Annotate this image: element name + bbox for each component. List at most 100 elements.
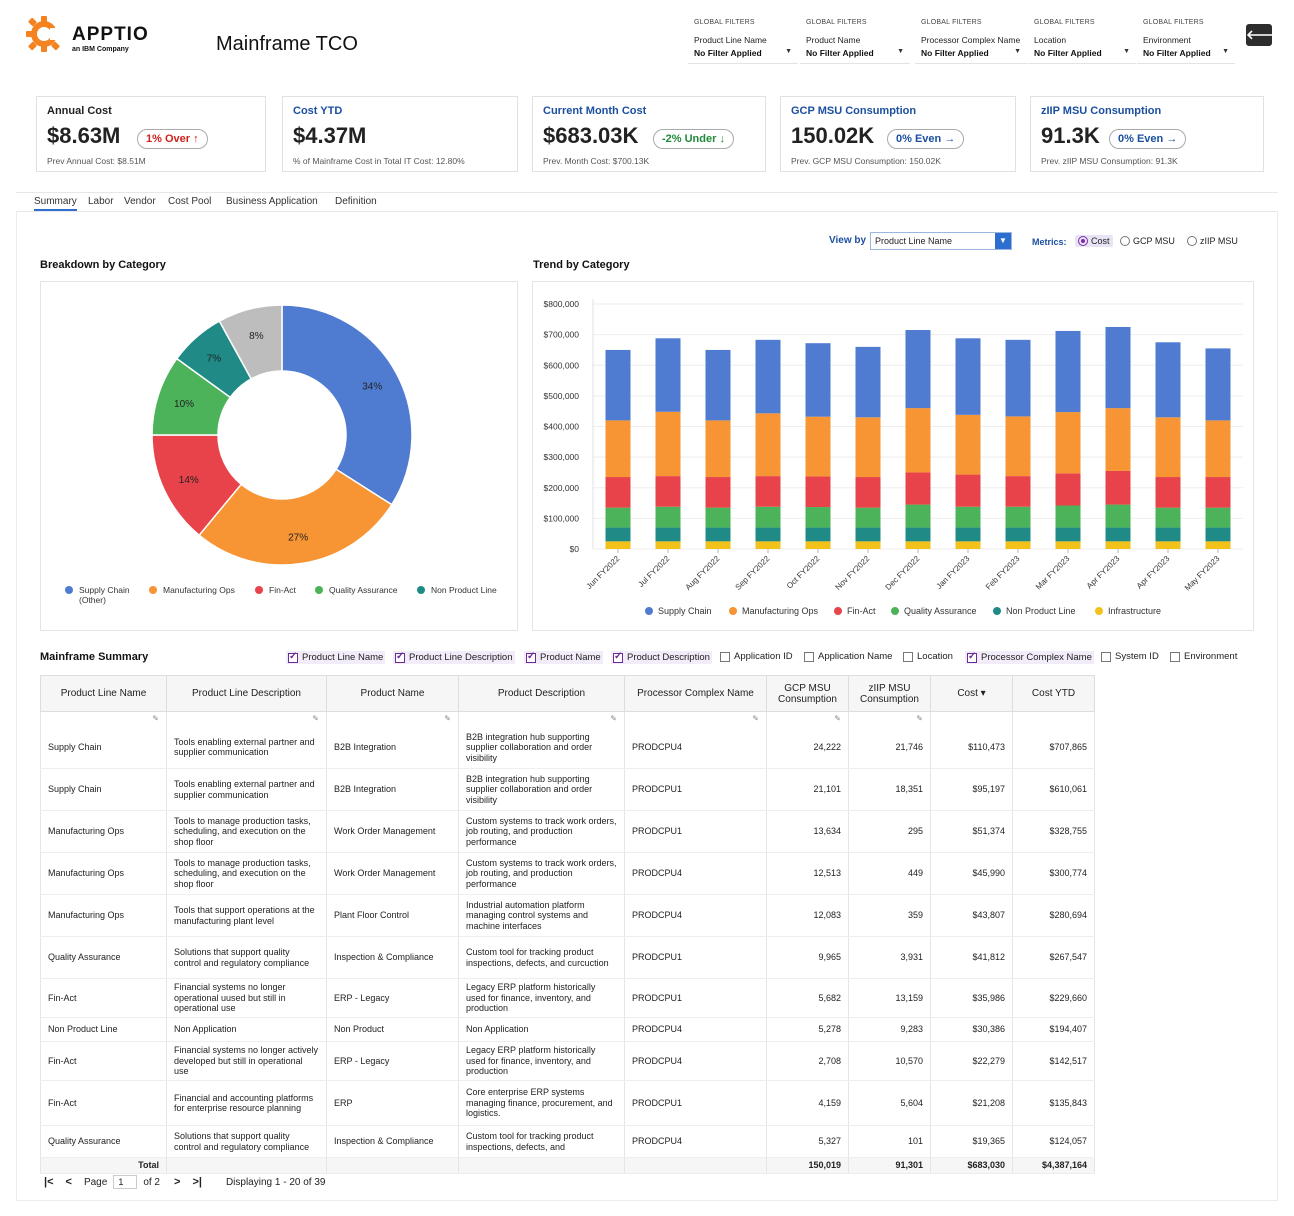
bar-segment[interactable]: [605, 527, 631, 542]
global-filter-environment[interactable]: GLOBAL FILTERS Environment No Filter App…: [1137, 14, 1235, 64]
bar-segment[interactable]: [755, 339, 781, 414]
bar-segment[interactable]: [655, 506, 681, 528]
bar-segment[interactable]: [1105, 541, 1131, 549]
bar-segment[interactable]: [755, 541, 781, 549]
bar-segment[interactable]: [755, 476, 781, 507]
bar-segment[interactable]: [1005, 476, 1031, 507]
bar-segment[interactable]: [805, 541, 831, 549]
column-toggle-checkbox[interactable]: Location: [903, 651, 953, 662]
bar-segment[interactable]: [705, 420, 731, 478]
bar-segment[interactable]: [1005, 416, 1031, 477]
column-filter-icon[interactable]: ✎: [766, 711, 849, 727]
bar-segment[interactable]: [755, 527, 781, 542]
bar-segment[interactable]: [955, 506, 981, 528]
bar-segment[interactable]: [605, 420, 631, 478]
bar-segment[interactable]: [855, 541, 881, 549]
column-toggle-checkbox[interactable]: Application ID: [720, 651, 793, 662]
global-filter-product-line[interactable]: GLOBAL FILTERS Product Line Name No Filt…: [688, 14, 798, 64]
bar-segment[interactable]: [955, 541, 981, 549]
table-row[interactable]: Fin-Act Financial systems no longer opera…: [40, 978, 1095, 1018]
prev-page-icon[interactable]: <: [65, 1176, 72, 1188]
bar-segment[interactable]: [1055, 412, 1081, 474]
column-header[interactable]: Product Name: [326, 675, 459, 712]
bar-segment[interactable]: [1205, 541, 1231, 549]
column-toggle-checkbox[interactable]: Product Line Description: [393, 651, 515, 664]
bar-segment[interactable]: [705, 477, 731, 508]
donut-slice[interactable]: [198, 468, 393, 566]
metric-radio-gcp-msu[interactable]: GCP MSU: [1120, 236, 1175, 246]
bar-segment[interactable]: [805, 416, 831, 477]
bar-segment[interactable]: [605, 349, 631, 421]
bar-segment[interactable]: [1155, 417, 1181, 478]
column-filter-icon[interactable]: ✎: [326, 711, 459, 727]
column-header[interactable]: GCP MSU Consumption: [766, 675, 849, 712]
column-toggle-checkbox[interactable]: Product Description: [611, 651, 712, 664]
bar-segment[interactable]: [1055, 527, 1081, 542]
table-row[interactable]: Manufacturing Ops Tools to manage product…: [40, 852, 1095, 895]
table-row[interactable]: Fin-Act Financial systems no longer activ…: [40, 1041, 1095, 1081]
bar-segment[interactable]: [805, 343, 831, 417]
bar-segment[interactable]: [1005, 339, 1031, 417]
bar-segment[interactable]: [805, 507, 831, 528]
table-row[interactable]: Supply Chain Tools enabling external part…: [40, 726, 1095, 769]
bar-segment[interactable]: [805, 476, 831, 508]
bar-segment[interactable]: [1055, 541, 1081, 549]
bar-segment[interactable]: [905, 472, 931, 505]
donut-slice[interactable]: [281, 304, 413, 506]
column-header[interactable]: Cost YTD: [1012, 675, 1095, 712]
bar-segment[interactable]: [1105, 504, 1131, 528]
bar-segment[interactable]: [705, 349, 731, 421]
bar-segment[interactable]: [905, 504, 931, 528]
column-toggle-checkbox[interactable]: Processor Complex Name: [965, 651, 1094, 664]
bar-segment[interactable]: [1005, 541, 1031, 549]
bar-segment[interactable]: [755, 506, 781, 528]
metric-radio-cost[interactable]: Cost: [1075, 235, 1113, 247]
bar-segment[interactable]: [655, 527, 681, 542]
bar-segment[interactable]: [1055, 473, 1081, 506]
bar-segment[interactable]: [855, 477, 881, 508]
bar-segment[interactable]: [1155, 342, 1181, 418]
bar-segment[interactable]: [1155, 477, 1181, 508]
column-filter-icon[interactable]: ✎: [166, 711, 327, 727]
bar-segment[interactable]: [655, 411, 681, 477]
tab-summary[interactable]: Summary: [34, 196, 77, 211]
first-page-icon[interactable]: |<: [44, 1176, 54, 1188]
bar-segment[interactable]: [755, 413, 781, 477]
bar-segment[interactable]: [1205, 420, 1231, 478]
column-filter-icon[interactable]: ✎: [624, 711, 767, 727]
bar-segment[interactable]: [955, 338, 981, 415]
column-filter-icon[interactable]: ✎: [848, 711, 931, 727]
global-filter-product-name[interactable]: GLOBAL FILTERS Product Name No Filter Ap…: [800, 14, 910, 64]
page-input[interactable]: 1: [113, 1175, 138, 1189]
global-filter-processor-complex[interactable]: GLOBAL FILTERS Processor Complex Name No…: [915, 14, 1027, 64]
bar-segment[interactable]: [1205, 507, 1231, 528]
bar-segment[interactable]: [1105, 326, 1131, 409]
table-row[interactable]: Manufacturing Ops Tools to manage product…: [40, 810, 1095, 853]
column-header[interactable]: Product Line Name: [40, 675, 167, 712]
column-header[interactable]: Product Line Description: [166, 675, 327, 712]
last-page-icon[interactable]: >|: [192, 1176, 202, 1188]
table-row[interactable]: Non Product Line Non Application Non Produ…: [40, 1017, 1095, 1042]
column-toggle-checkbox[interactable]: Product Line Name: [286, 651, 386, 664]
column-toggle-checkbox[interactable]: Application Name: [804, 651, 892, 662]
bar-segment[interactable]: [1205, 348, 1231, 421]
back-button[interactable]: 🡐: [1246, 24, 1281, 46]
tab-business-application[interactable]: Business Application: [226, 196, 318, 207]
bar-segment[interactable]: [955, 414, 981, 475]
bar-segment[interactable]: [705, 507, 731, 528]
bar-segment[interactable]: [855, 507, 881, 528]
bar-segment[interactable]: [1005, 506, 1031, 528]
tab-cost-pool[interactable]: Cost Pool: [168, 196, 212, 207]
bar-segment[interactable]: [655, 541, 681, 549]
bar-segment[interactable]: [605, 477, 631, 508]
bar-segment[interactable]: [605, 507, 631, 528]
bar-segment[interactable]: [1055, 505, 1081, 528]
bar-segment[interactable]: [805, 527, 831, 542]
tab-vendor[interactable]: Vendor: [124, 196, 156, 207]
bar-segment[interactable]: [1155, 541, 1181, 549]
column-filter-icon[interactable]: ✎: [40, 711, 167, 727]
table-row[interactable]: Manufacturing Ops Tools that support oper…: [40, 894, 1095, 937]
bar-segment[interactable]: [705, 541, 731, 549]
column-toggle-checkbox[interactable]: System ID: [1101, 651, 1159, 662]
bar-segment[interactable]: [855, 527, 881, 542]
